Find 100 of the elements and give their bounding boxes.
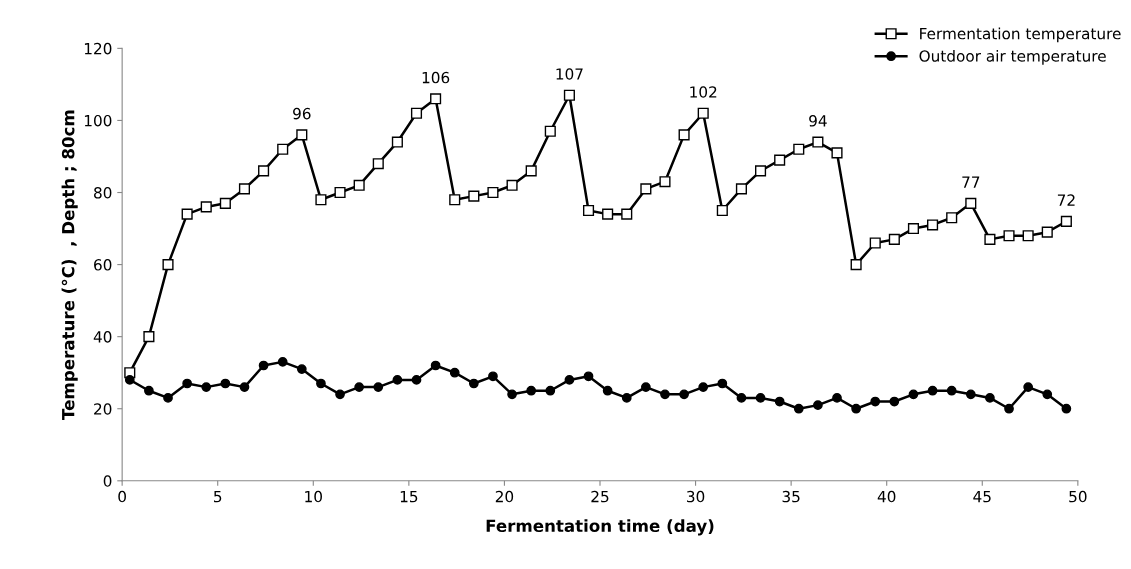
data-label: 94 — [809, 115, 827, 127]
y-tick-label: 120 — [84, 42, 112, 55]
point — [908, 389, 919, 400]
x-tick-label: 0 — [118, 490, 126, 503]
point — [621, 393, 632, 403]
point — [162, 259, 174, 271]
data-label: 102 — [690, 86, 717, 98]
point — [200, 201, 212, 213]
point — [985, 393, 995, 403]
point — [201, 382, 212, 392]
point — [679, 389, 689, 400]
point — [392, 375, 403, 385]
point — [239, 382, 250, 392]
point — [660, 389, 670, 400]
point — [488, 371, 498, 382]
point — [545, 385, 556, 396]
x-tick-label: 45 — [973, 491, 991, 503]
point — [316, 378, 326, 389]
point — [258, 360, 269, 371]
point — [946, 385, 957, 396]
legend-label: Outdoor air temperature — [919, 49, 1106, 65]
data-label: 77 — [962, 176, 980, 188]
point — [410, 107, 423, 119]
point — [277, 143, 289, 155]
point — [582, 204, 595, 217]
point — [869, 237, 881, 249]
x-tick-label: 10 — [305, 490, 322, 503]
point — [1060, 215, 1072, 227]
y-tick-label: 0 — [103, 475, 112, 487]
point — [659, 176, 671, 188]
x-tick-label: 40 — [877, 490, 896, 503]
point — [449, 194, 461, 206]
y-tick-label: 20 — [94, 403, 112, 415]
point — [563, 89, 575, 101]
point — [334, 186, 346, 199]
point — [182, 378, 192, 389]
point — [315, 194, 327, 206]
point — [774, 154, 786, 166]
point — [277, 357, 288, 367]
point — [564, 375, 575, 385]
point — [1004, 403, 1014, 414]
point — [851, 403, 861, 414]
point — [813, 400, 823, 410]
point — [774, 396, 785, 407]
point — [602, 385, 613, 396]
point — [755, 393, 766, 403]
point — [793, 143, 805, 155]
point — [487, 186, 499, 199]
point — [1061, 403, 1072, 414]
point — [163, 393, 173, 403]
point — [506, 179, 518, 191]
point — [526, 385, 537, 396]
point — [296, 129, 308, 141]
data-label: 106 — [422, 71, 450, 84]
point — [641, 382, 651, 392]
point — [812, 136, 824, 148]
point — [353, 179, 365, 191]
point — [525, 165, 537, 177]
y-tick-label: 80 — [94, 186, 112, 199]
point — [927, 219, 939, 231]
point — [965, 197, 977, 209]
x-tick-label: 50 — [1069, 490, 1087, 503]
x-tick-label: 5 — [214, 491, 222, 503]
point — [468, 190, 480, 202]
point — [449, 367, 460, 378]
data-label: 107 — [556, 68, 583, 80]
x-tick-label: 15 — [400, 491, 418, 503]
point — [144, 385, 154, 396]
point — [373, 382, 384, 392]
point — [602, 208, 614, 220]
point — [1023, 382, 1034, 392]
point — [697, 107, 709, 119]
point — [946, 212, 958, 224]
point — [391, 136, 403, 148]
point — [793, 403, 804, 414]
point — [124, 375, 135, 385]
point — [1022, 230, 1034, 242]
point — [238, 183, 251, 195]
point — [296, 364, 307, 374]
point — [850, 259, 862, 271]
x-tick-label: 30 — [687, 490, 705, 503]
point — [754, 165, 767, 177]
point — [717, 378, 728, 389]
point — [354, 382, 365, 392]
point — [1041, 226, 1053, 238]
point — [544, 125, 556, 137]
point — [984, 233, 996, 245]
y-tick-label: 40 — [93, 331, 112, 343]
point — [889, 396, 900, 407]
point — [335, 389, 345, 400]
point — [430, 93, 442, 105]
point — [372, 158, 384, 170]
point — [411, 375, 422, 385]
point — [678, 129, 690, 141]
x-tick-label: 35 — [782, 490, 800, 503]
point — [507, 389, 517, 400]
y-tick-label: 60 — [94, 259, 112, 271]
point — [640, 183, 652, 195]
point — [1042, 389, 1053, 400]
point — [468, 378, 479, 389]
